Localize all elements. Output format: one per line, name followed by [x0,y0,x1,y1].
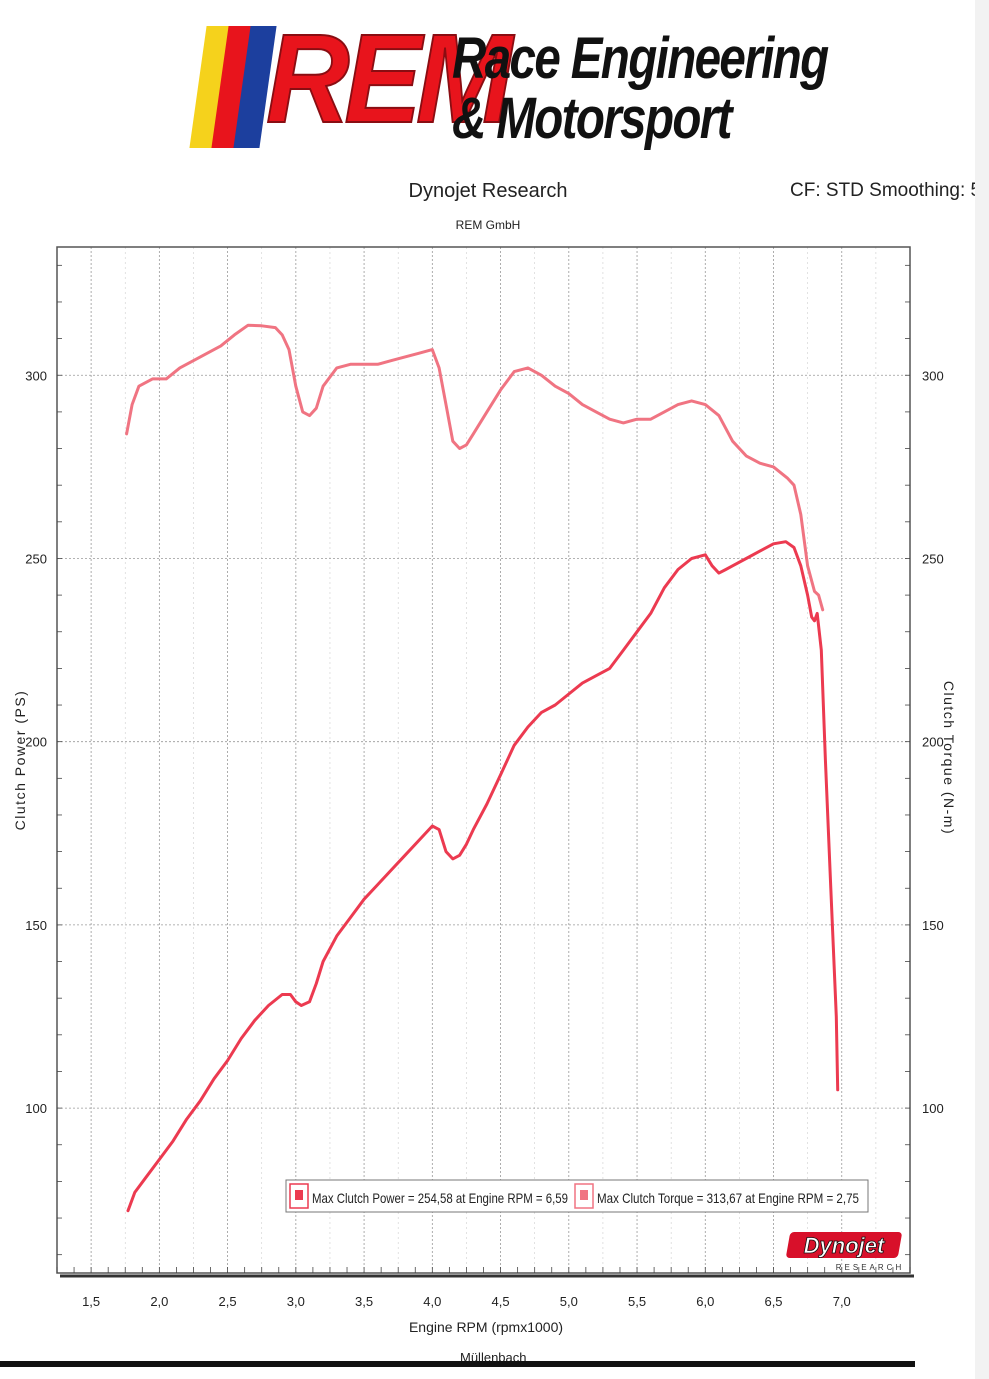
x-tick-label: 2,0 [150,1294,168,1309]
x-tick-label: 2,5 [219,1294,237,1309]
rem-logo: REM Race Engineering & Motorsport [189,15,829,157]
tick-layer: 1,5 2,0 2,5 3,0 3,5 4,0 4,5 5,0 5,5 6,0 6,5 7,0 100 1… [25,264,944,1309]
x-tick-label: 4,5 [492,1294,510,1309]
y2-tick-label: 200 [922,735,944,750]
y2-tick-label: 100 [922,1101,944,1116]
scan-bottom-edge [0,1361,915,1367]
y2-axis-title: Clutch Torque (N-m) [941,681,957,835]
legend-torque-label: Max Clutch Torque = 313,67 at Engine RPM… [597,1190,859,1206]
series-layer [125,323,840,1213]
scan-right-edge [975,0,989,1379]
x-tick-label: 5,0 [560,1294,578,1309]
settings-text: CF: STD Smoothing: 5 [790,180,982,201]
x-tick-label: 7,0 [833,1294,851,1309]
x-tick-label: 5,5 [628,1294,646,1309]
y-axis-title: Clutch Power (PS) [12,690,28,831]
x-tick-label: 1,5 [82,1294,100,1309]
y2-tick-label: 150 [922,918,944,933]
logo-tagline-1: Race Engineering [452,26,829,91]
legend-box: Max Clutch Power = 254,58 at Engine RPM … [285,1179,869,1213]
x-tick-label: 3,5 [355,1294,373,1309]
y-tick-label: 100 [25,1101,47,1116]
x-tick-label: 4,0 [423,1294,441,1309]
company-subtitle: REM GmbH [455,218,521,232]
y-tick-label: 250 [25,551,47,566]
source-title: Dynojet Research [408,180,568,202]
dynojet-watermark-sub: RESEARCH [836,1263,904,1272]
y-tick-label: 300 [25,368,47,383]
x-axis-title: Engine RPM (rpmx1000) [409,1319,563,1335]
logo-tagline-2: & Motorsport [452,86,732,151]
dynojet-watermark-name: Dynojet [804,1233,886,1258]
clutch-torque-line [125,323,825,612]
grid-layer [57,247,910,1273]
dynojet-watermark: Dynojet RESEARCH [786,1232,904,1272]
y2-tick-label: 300 [922,368,944,383]
x-tick-label: 3,0 [287,1294,305,1309]
x-tick-label: 6,0 [696,1294,714,1309]
logo-rem-text: REM [265,8,513,149]
y-tick-label: 150 [25,918,47,933]
y-tick-label: 200 [25,735,47,750]
y2-tick-label: 250 [922,551,944,566]
x-tick-label: 6,5 [764,1294,782,1309]
clutch-power-line [126,540,840,1213]
legend-power-label: Max Clutch Power = 254,58 at Engine RPM … [312,1190,568,1206]
